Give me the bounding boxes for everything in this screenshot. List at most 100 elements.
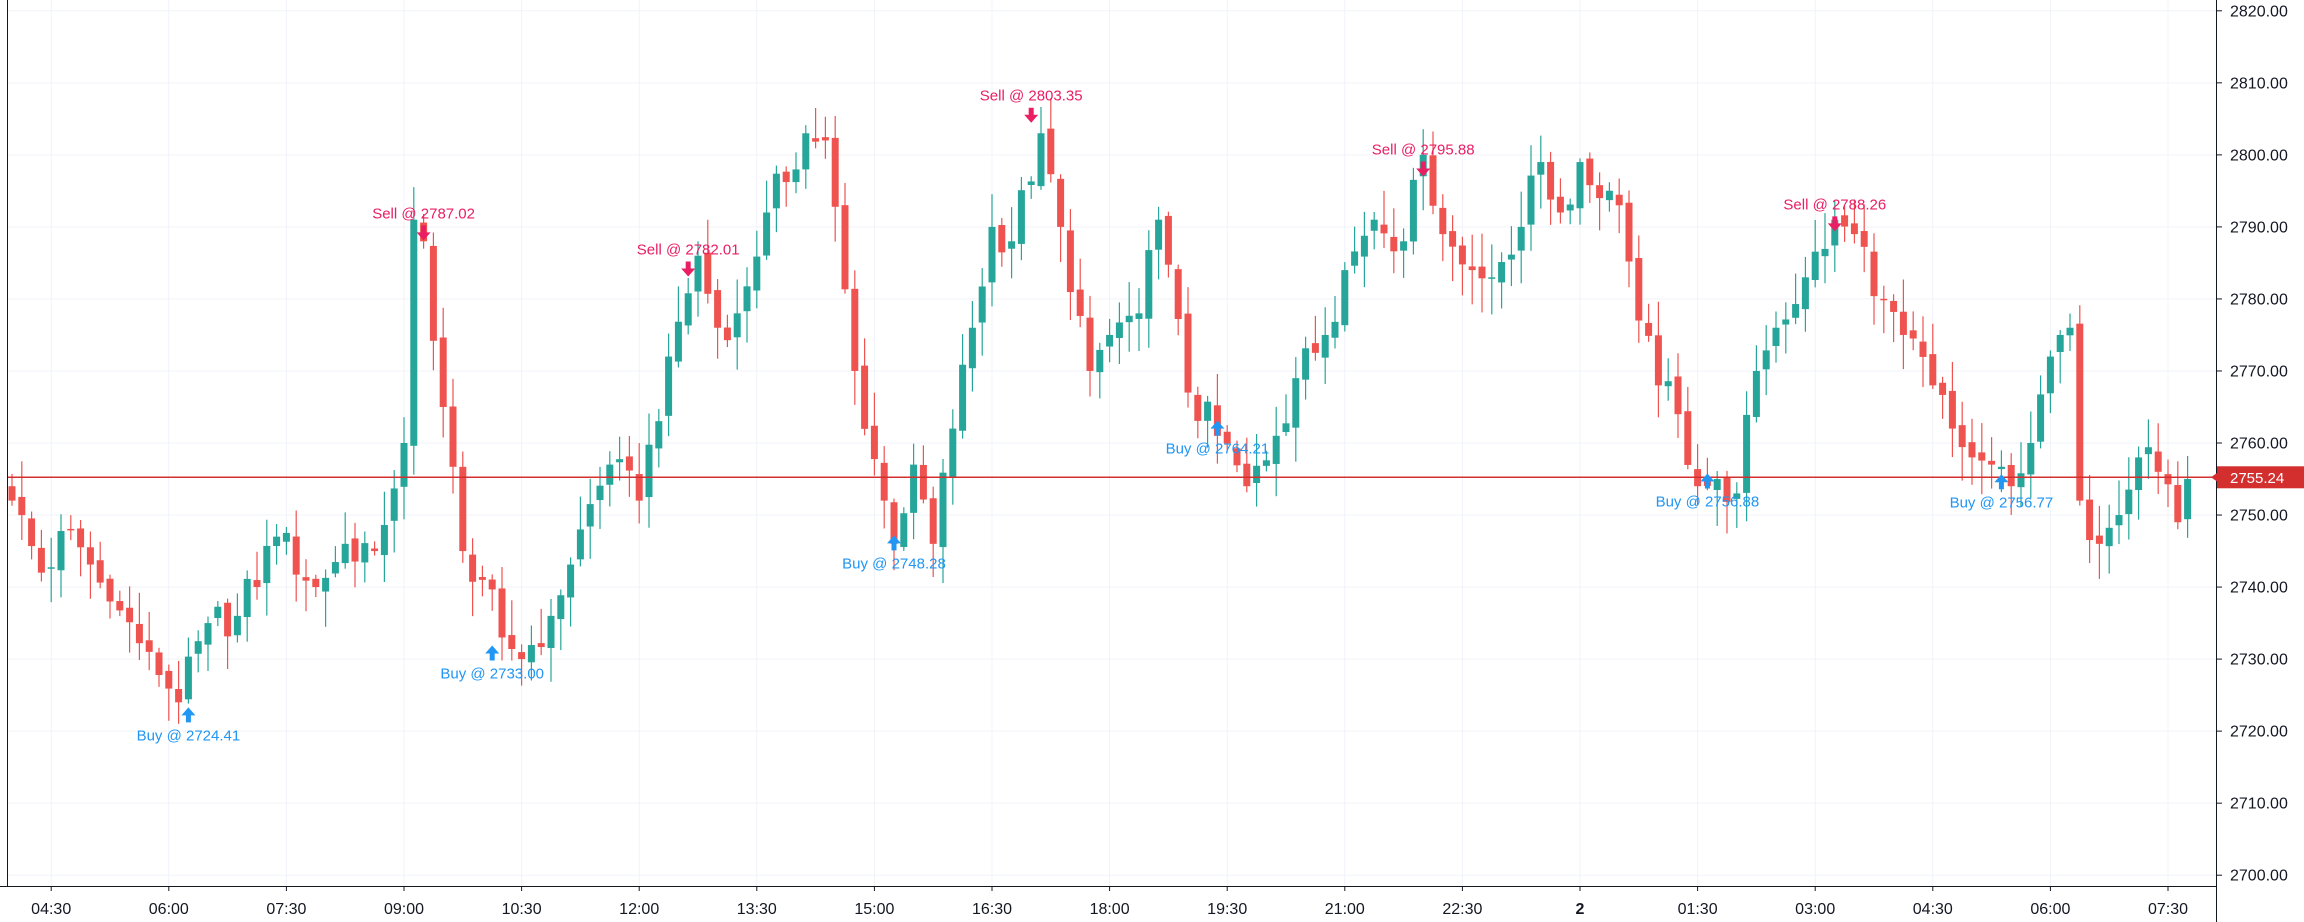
candle-body: [1664, 381, 1672, 387]
candle-body: [312, 578, 320, 588]
candle-body: [2046, 356, 2054, 394]
candle-body: [86, 547, 94, 565]
candle-body: [341, 543, 349, 564]
candle-body: [1821, 248, 1829, 257]
candle-body: [1086, 317, 1094, 371]
candle-body: [998, 225, 1006, 253]
buy-signal-label: Buy @ 2764.21: [1166, 441, 1270, 458]
candle-body: [1390, 236, 1398, 252]
candles: [8, 98, 2192, 724]
candle-body: [2174, 484, 2182, 523]
candle-body: [743, 286, 751, 312]
candle-body: [498, 588, 506, 638]
candle-body: [361, 543, 369, 563]
candle-body: [194, 641, 202, 654]
candle-body: [1351, 251, 1359, 266]
candle-body: [1547, 161, 1555, 200]
candle-body: [2007, 464, 2015, 487]
candle-body: [1752, 370, 1760, 417]
candle-body: [1155, 219, 1163, 250]
candle-body: [390, 488, 398, 521]
candle-body: [2076, 323, 2084, 501]
time-tick-label: 18:00: [1090, 901, 1130, 918]
candle-body: [508, 635, 516, 650]
candle-body: [1458, 245, 1466, 265]
candle-body: [1772, 327, 1780, 346]
time-tick-label: 03:00: [1795, 901, 1835, 918]
candle-body: [175, 688, 183, 703]
candle-body: [821, 137, 829, 141]
candle-body: [596, 485, 604, 501]
candle-body: [1331, 321, 1339, 338]
time-tick-label: 13:30: [737, 901, 777, 918]
candle-body: [1008, 241, 1016, 249]
candle-body: [400, 443, 408, 487]
buy-arrow-icon: [1994, 474, 2009, 490]
candle-body: [2037, 394, 2045, 442]
candle-body: [145, 640, 153, 652]
time-tick-label: 06:00: [149, 901, 189, 918]
candle-body: [1057, 178, 1065, 227]
candle-body: [1223, 431, 1231, 444]
candle-body: [1341, 270, 1349, 326]
time-tick-label: 22:30: [1442, 901, 1482, 918]
candle-body: [371, 548, 379, 552]
candle-body: [635, 474, 643, 501]
buy-arrow-icon: [1210, 420, 1225, 436]
candle-body: [1400, 241, 1408, 251]
candle-body: [1125, 315, 1133, 323]
candle-body: [77, 528, 85, 548]
candle-body: [1262, 460, 1270, 466]
candle-body: [968, 327, 976, 369]
candle-body: [2086, 499, 2094, 541]
candle-body: [959, 364, 967, 431]
candle-body: [1135, 313, 1143, 319]
candle-body: [1282, 423, 1290, 433]
time-axis[interactable]: 04:30 06:00 07:30 09:00 10:30 12:00 13:30 15:00…: [0, 886, 2216, 922]
candle-body: [292, 536, 300, 575]
candle-body: [988, 226, 996, 283]
candle-body: [802, 133, 810, 170]
sell-arrow-icon: [1416, 161, 1431, 177]
sell-arrow-icon: [681, 261, 696, 277]
candle-body: [478, 577, 486, 580]
candle-body: [1625, 202, 1633, 262]
candle-body: [1498, 262, 1506, 283]
candle-body: [1204, 401, 1212, 421]
sell-signal-label: Sell @ 2787.02: [372, 205, 475, 222]
candle-body: [204, 623, 212, 645]
candle-body: [1507, 254, 1515, 260]
candle-body: [135, 623, 143, 644]
last-price-pointer-icon: [2211, 472, 2218, 483]
last-price-badge: [2217, 466, 2304, 489]
candle-body: [1076, 289, 1084, 317]
price-axis[interactable]: 2700.00 2710.00 2720.00 2730.00 2740.00 2750.…: [2211, 0, 2304, 922]
candle-body: [2144, 447, 2152, 455]
candle-body: [1782, 319, 1790, 325]
candle-body: [910, 464, 918, 513]
candle-body: [949, 428, 957, 478]
candle-body: [2056, 334, 2064, 352]
candle-body: [733, 313, 741, 338]
buy-signal-label: Buy @ 2748.28: [842, 555, 946, 572]
candle-body: [1194, 394, 1202, 421]
candle-body: [606, 464, 614, 485]
candle-body: [1801, 277, 1809, 310]
sell-arrow-icon: [1024, 107, 1039, 123]
candle-body: [1017, 190, 1025, 244]
time-tick-label: 10:30: [502, 901, 542, 918]
candle-body: [1370, 219, 1378, 231]
candle-body: [1684, 411, 1692, 465]
price-tick-label: 2700.00: [2230, 868, 2288, 885]
candle-body: [322, 577, 330, 592]
candle-body: [2184, 479, 2192, 520]
candle-body: [890, 502, 898, 544]
candle-body: [1792, 304, 1800, 318]
candle-body: [1939, 382, 1947, 395]
candle-body: [1713, 479, 1721, 490]
trade-signals: Buy @ 2724.41 Sell @ 2787.02 Buy @ 2733.00…: [137, 88, 2054, 745]
candle-body: [723, 327, 731, 341]
candle-body: [2115, 515, 2123, 526]
